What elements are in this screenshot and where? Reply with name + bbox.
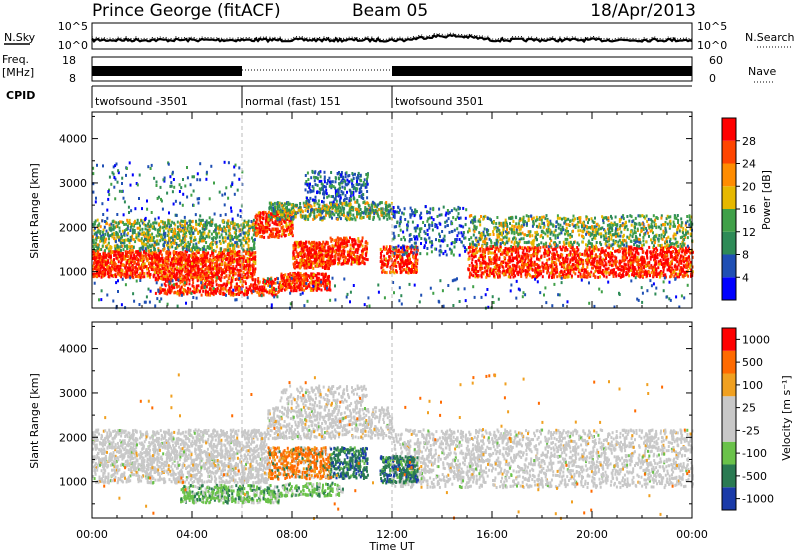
power-colorbar-title: Power [dB] — [760, 170, 773, 230]
colorbar-tick-0-2: 12 — [742, 226, 756, 239]
power-scatter — [92, 161, 694, 310]
noise-right-tick-bottom: 10^0 — [697, 39, 727, 52]
velocity-y-axis-title: Slant Range [km] — [28, 373, 41, 469]
freq-panel: Freq. [MHz] 18 8 60 0 Nave — [2, 53, 776, 85]
power-colorbar: 4 8 12 16 20 24 28 — [722, 118, 756, 300]
noise-left-tick-bottom: 10^0 — [58, 39, 88, 52]
x-tick-label-4: 16:00 — [476, 528, 508, 541]
y-tick-label-0-0: 1000 — [59, 266, 87, 279]
y-tick-label-0-2: 3000 — [59, 177, 87, 190]
date-label: 18/Apr/2013 — [590, 1, 696, 21]
freq-unit-label: [MHz] — [2, 66, 34, 79]
x-tick-label-2: 08:00 — [276, 528, 308, 541]
noise-panel: N.Sky 10^5 10^0 10^5 10^0 N.Search — [4, 20, 795, 52]
cpid-segment-1: normal (fast) 151 — [245, 95, 341, 108]
power-panel: 1000 2000 3000 4000 Slant Range [km] 4 8 12 16… — [28, 112, 773, 310]
noise-sky-label: N.Sky — [4, 31, 36, 44]
colorbar-tick-1-4: -25 — [742, 424, 760, 437]
freq-tick-top: 18 — [62, 54, 76, 67]
y-tick-label-0-1: 2000 — [59, 221, 87, 234]
plot-canvas: Prince George (fitACF) Beam 05 18/Apr/20… — [0, 0, 800, 554]
freq-trace — [92, 66, 692, 76]
freq-label: Freq. — [2, 53, 29, 66]
colorbar-tick-0-1: 8 — [742, 249, 749, 262]
velocity-scatter — [92, 373, 694, 520]
x-tick-label-5: 20:00 — [576, 528, 608, 541]
cpid-label: CPID — [6, 89, 35, 102]
x-tick-label-6: 00:00 — [676, 528, 708, 541]
colorbar-tick-1-3: 25 — [742, 402, 756, 415]
colorbar-tick-1-6: -500 — [742, 470, 767, 483]
x-tick-label-0: 00:00 — [76, 528, 108, 541]
y-tick-label-1-2: 3000 — [59, 387, 87, 400]
y-tick-label-1-1: 2000 — [59, 431, 87, 444]
power-y-axis-title: Slant Range [km] — [28, 163, 41, 259]
colorbar-tick-1-7: -1000 — [742, 493, 774, 506]
freq-tick-bottom: 8 — [69, 72, 76, 85]
colorbar-tick-0-4: 20 — [742, 180, 756, 193]
nave-tick-top: 60 — [709, 54, 723, 67]
noise-right-tick-top: 10^5 — [697, 20, 727, 33]
beam-label: Beam 05 — [352, 1, 428, 21]
colorbar-tick-0-0: 4 — [742, 271, 749, 284]
y-tick-label-1-0: 1000 — [59, 476, 87, 489]
colorbar-tick-0-6: 28 — [742, 135, 756, 148]
x-axis-title: Time UT — [368, 540, 414, 553]
nave-tick-bottom: 0 — [709, 72, 716, 85]
colorbar-tick-1-5: -100 — [742, 447, 767, 460]
cpid-panel: CPID twofsound -3501 normal (fast) 151 two… — [6, 86, 692, 108]
noise-left-tick-top: 10^5 — [58, 20, 88, 33]
x-tick-label-1: 04:00 — [176, 528, 208, 541]
cpid-segment-0: twofsound -3501 — [95, 95, 188, 108]
y-tick-label-0-3: 4000 — [59, 133, 87, 146]
velocity-panel: 1000 2000 3000 4000 Slant Range [km] 1000 50… — [28, 322, 793, 520]
velocity-colorbar: 1000 500 100 25 -25 -100 -500 -1000 — [722, 328, 774, 510]
nave-label: Nave — [748, 65, 776, 78]
velocity-colorbar-title: Velocity [m s⁻¹] — [780, 375, 793, 460]
station-title: Prince George (fitACF) — [92, 1, 281, 21]
range-time-plot: Prince George (fitACF) Beam 05 18/Apr/20… — [0, 0, 800, 554]
colorbar-tick-1-0: 1000 — [742, 333, 770, 346]
colorbar-tick-1-1: 500 — [742, 356, 763, 369]
colorbar-tick-0-5: 24 — [742, 158, 756, 171]
colorbar-tick-0-3: 16 — [742, 203, 756, 216]
y-tick-label-1-3: 4000 — [59, 343, 87, 356]
noise-search-label: N.Search — [745, 31, 795, 44]
colorbar-tick-1-2: 100 — [742, 379, 763, 392]
cpid-segment-2: twofsound 3501 — [395, 95, 484, 108]
